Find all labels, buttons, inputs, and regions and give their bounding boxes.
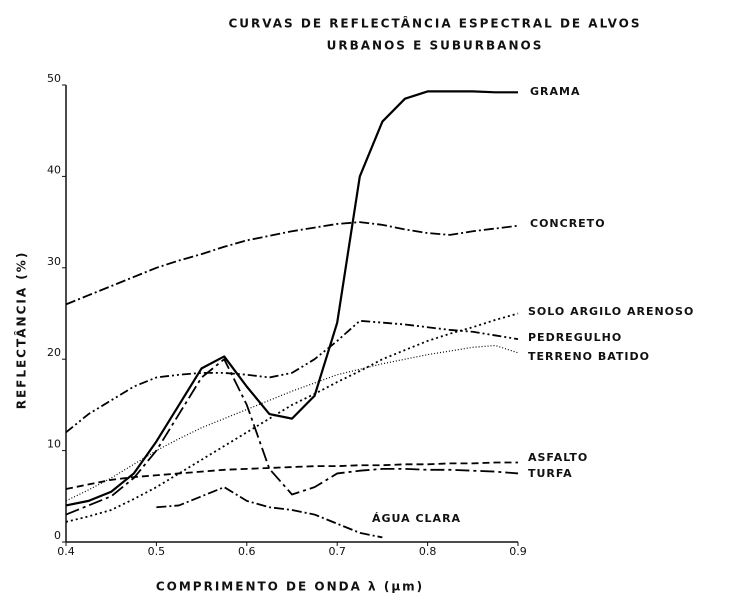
- series-label: TURFA: [528, 467, 573, 480]
- chart-title: URBANOS E SUBURBANOS: [327, 39, 544, 53]
- series-line: [65, 90, 518, 507]
- x-tick-label: 0.8: [419, 545, 437, 558]
- series-label: GRAMA: [530, 85, 580, 98]
- series-label: PEDREGULHO: [528, 331, 622, 344]
- series-line: [65, 319, 519, 434]
- series-label: ASFALTO: [528, 451, 588, 464]
- y-tick-label: 20: [47, 346, 61, 359]
- y-tick-label: 40: [47, 163, 61, 176]
- x-tick-label: 0.9: [509, 545, 527, 558]
- y-tick-label: 30: [47, 255, 61, 268]
- y-tick-label: 50: [47, 72, 61, 85]
- chart-title: CURVAS DE REFLECTÂNCIA ESPECTRAL DE ALVO…: [228, 16, 641, 31]
- series-label: SOLO ARGILO ARENOSO: [528, 305, 694, 318]
- x-tick-label: 0.7: [328, 545, 346, 558]
- series-label: TERRENO BATIDO: [528, 350, 650, 363]
- x-tick-label: 0.5: [148, 545, 166, 558]
- y-tick-label: 10: [47, 438, 61, 451]
- series-label: ÁGUA CLARA: [372, 512, 461, 525]
- y-axis-label: REFLECTÂNCIA (%): [14, 251, 29, 410]
- x-tick-label: 0.4: [57, 545, 75, 558]
- series-line: [156, 486, 383, 539]
- series-line: [65, 312, 519, 523]
- series-label: CONCRETO: [530, 217, 606, 230]
- x-axis-label: COMPRIMENTO DE ONDA λ (µm): [156, 580, 424, 594]
- y-tick-label: 0: [54, 529, 61, 542]
- series-line: [65, 221, 519, 306]
- series-line: [65, 358, 519, 516]
- x-tick-label: 0.6: [238, 545, 256, 558]
- series-line: [65, 461, 518, 490]
